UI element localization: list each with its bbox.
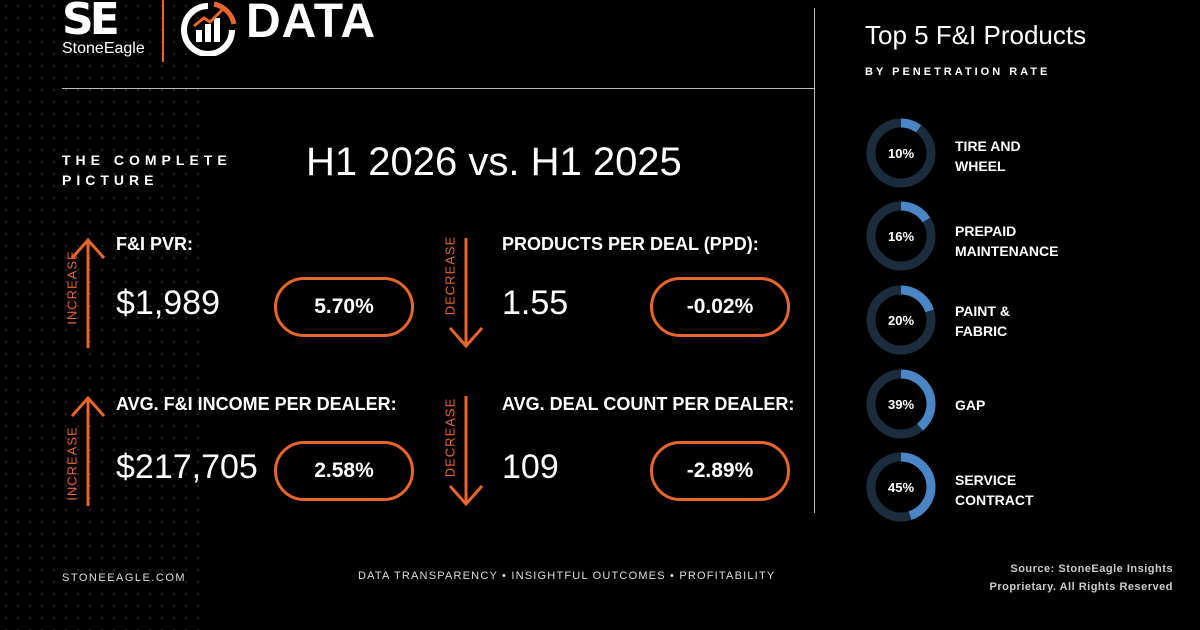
ring-percent: 10% xyxy=(887,145,915,161)
column-divider xyxy=(814,8,815,513)
tagline-line1: THE COMPLETE xyxy=(62,152,232,168)
product-label: GAP xyxy=(955,397,986,413)
metric-label-deals: AVG. DEAL COUNT PER DEALER: xyxy=(502,394,795,414)
penetration-ring: 45% xyxy=(865,451,937,523)
metric-label-income: AVG. F&I INCOME PER DEALER: xyxy=(116,394,397,414)
page-title: H1 2026 vs. H1 2025 xyxy=(306,140,682,184)
change-badge-income: 2.58% xyxy=(274,441,414,501)
metric-value-pvr: $1,989 xyxy=(116,284,220,322)
change-badge-deals: -2.89% xyxy=(650,441,790,501)
direction-label: INCREASE xyxy=(64,426,80,501)
product-label: SERVICE CONTRACT xyxy=(955,472,1034,508)
metric-label-pvr: F&I PVR: xyxy=(116,234,194,254)
dot-pattern xyxy=(0,0,200,630)
direction-label: DECREASE xyxy=(442,235,458,316)
footer-site-link[interactable]: STONEEAGLE.COM xyxy=(62,572,187,584)
change-badge-ppd: -0.02% xyxy=(650,277,790,337)
metric-value-income: $217,705 xyxy=(116,448,258,486)
penetration-ring: 10% xyxy=(865,117,937,189)
product-label: TIRE AND WHEEL xyxy=(955,138,1021,174)
footer-source: Source: StoneEagle Insights Proprietary.… xyxy=(989,563,1173,593)
metric-value-deals: 109 xyxy=(502,448,559,486)
ring-percent: 16% xyxy=(887,228,915,244)
tagline-line2: PICTURE xyxy=(62,172,159,188)
logo-divider xyxy=(162,0,164,62)
penetration-ring: 16% xyxy=(865,200,937,272)
sidebar-subtitle: BY PENETRATION RATE xyxy=(865,66,1051,78)
arrow-down-icon xyxy=(448,396,484,507)
section-word: DATA xyxy=(246,0,377,48)
ring-percent: 20% xyxy=(887,312,915,328)
sidebar-title: Top 5 F&I Products xyxy=(865,20,1087,50)
metric-value-ppd: 1.55 xyxy=(502,284,569,322)
product-label: PREPAID MAINTENANCE xyxy=(955,223,1059,259)
data-chart-icon xyxy=(181,1,237,56)
header-divider xyxy=(62,88,814,89)
logo-mark: SE xyxy=(62,0,120,45)
direction-label: DECREASE xyxy=(442,397,458,478)
tagline: THE COMPLETE PICTURE xyxy=(62,150,262,190)
ring-percent: 45% xyxy=(887,479,915,495)
stoneeagle-logo: SE StoneEagle xyxy=(62,0,148,60)
arrow-down-icon xyxy=(448,238,484,349)
ring-percent: 39% xyxy=(887,396,915,412)
product-label: PAINT & FABRIC xyxy=(955,303,1010,339)
direction-label: INCREASE xyxy=(64,250,80,325)
arrow-up-icon xyxy=(70,237,106,348)
footer-slogan: DATA TRANSPARENCY • INSIGHTFUL OUTCOMES … xyxy=(358,570,776,582)
penetration-ring: 39% xyxy=(865,368,937,440)
arrow-up-icon xyxy=(70,395,106,506)
change-badge-pvr: 5.70% xyxy=(274,277,414,337)
penetration-ring: 20% xyxy=(865,284,937,356)
metric-label-ppd: PRODUCTS PER DEAL (PPD): xyxy=(502,234,759,254)
logo-name: StoneEagle xyxy=(62,40,145,57)
